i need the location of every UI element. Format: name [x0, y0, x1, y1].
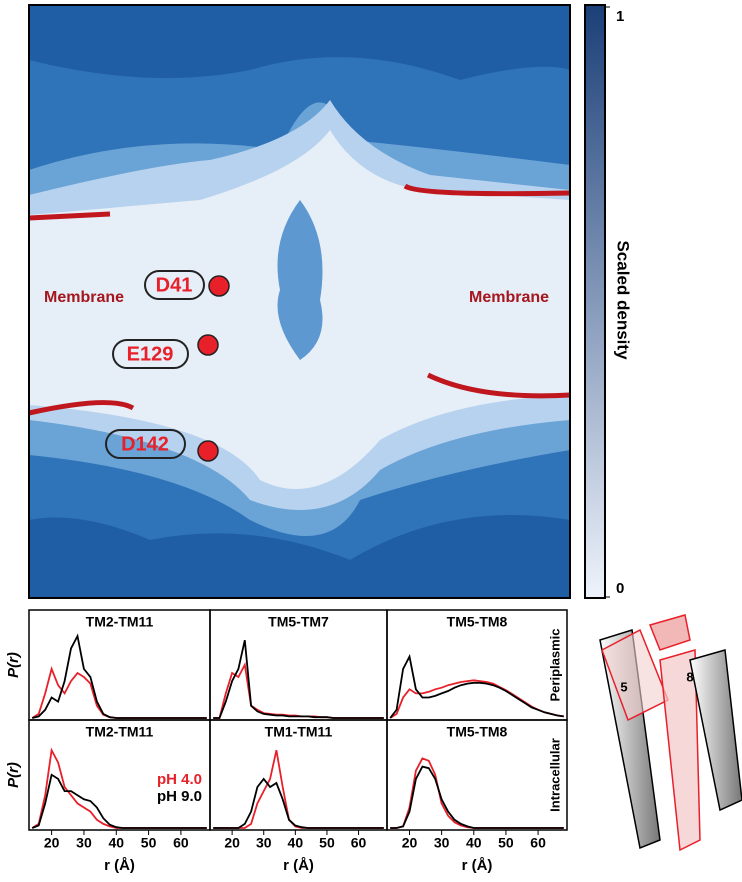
x-tick-label: 40 [108, 835, 124, 851]
line-series [213, 665, 384, 718]
annotation: Membrane [44, 289, 124, 306]
legend-entry: pH 4.0 [157, 771, 202, 788]
y-axis-label: P(r) [5, 652, 22, 678]
line-series [390, 758, 564, 828]
colorbar [585, 5, 605, 598]
x-tick-label: 40 [288, 835, 304, 851]
line-series [32, 636, 207, 718]
page: Membrane Membrane D41 E129 D142 Scaled d… [0, 0, 742, 882]
panel-title: TM2-TM11 [86, 614, 154, 630]
x-tick-label: 60 [351, 835, 367, 851]
panel-title: TM2-TM11 [86, 724, 154, 740]
x-tick-label: 30 [256, 835, 272, 851]
row-label: Periplasmic [547, 629, 562, 702]
panel-title: TM1-TM11 [265, 724, 333, 740]
colorbar-tick-label: 1 [616, 8, 624, 25]
line-series [213, 750, 384, 828]
x-tick-label: 20 [402, 835, 418, 851]
line-series [32, 669, 207, 718]
line-series [390, 680, 564, 718]
x-tick-label: 50 [498, 835, 514, 851]
density-map: Membrane Membrane D41 E129 D142 [29, 5, 570, 598]
x-tick-label: 30 [434, 835, 450, 851]
line-series [390, 767, 564, 828]
helix-cartoon: 5 8 [600, 615, 742, 850]
x-tick-label: 50 [319, 835, 335, 851]
x-tick-label: 30 [76, 835, 92, 851]
line-series [213, 640, 384, 718]
helix-label: 5 [620, 679, 627, 694]
x-tick-label: 60 [173, 835, 189, 851]
residue-label: D142 [121, 433, 169, 455]
y-axis-label: P(r) [5, 762, 22, 788]
x-tick-label: 20 [224, 835, 240, 851]
residue-label: E129 [127, 343, 174, 365]
x-axis-label: r (Å) [283, 857, 314, 874]
helix-label: 8 [686, 669, 693, 684]
residue-label: D41 [156, 274, 193, 296]
x-tick-label: 40 [466, 835, 482, 851]
colorbar-tick-label: 0 [616, 580, 624, 597]
legend-entry: pH 9.0 [157, 788, 202, 805]
panel-title: TM5-TM7 [268, 614, 329, 630]
annotation: Membrane [469, 289, 549, 306]
x-axis-label: r (Å) [104, 857, 135, 874]
panel-title: TM5-TM8 [447, 724, 508, 740]
panel-title: TM5-TM8 [447, 614, 508, 630]
x-tick-label: 60 [530, 835, 546, 851]
colorbar-label: Scaled density [614, 240, 633, 360]
row-label: Intracellular [547, 738, 562, 812]
x-axis-label: r (Å) [462, 857, 493, 874]
x-tick-label: 20 [44, 835, 60, 851]
line-series [213, 779, 384, 828]
x-tick-label: 50 [141, 835, 157, 851]
figure: Membrane Membrane D41 E129 D142 Scaled d… [0, 0, 742, 882]
line-series [390, 657, 564, 718]
